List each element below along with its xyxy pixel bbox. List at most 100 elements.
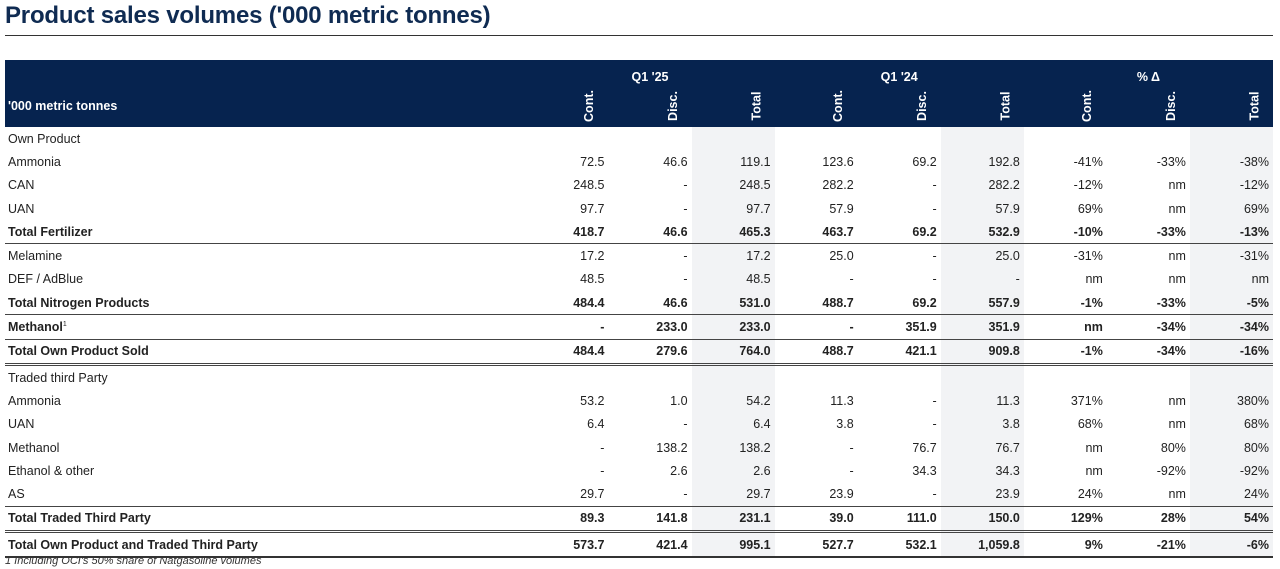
- value-cell: 488.7: [774, 338, 858, 365]
- row-label: Own Product: [5, 127, 525, 150]
- value-cell: 23.9: [829, 487, 854, 502]
- value-cell: -: [683, 417, 688, 432]
- value-cell: [1024, 127, 1107, 150]
- value-cell: 380%: [1189, 389, 1273, 413]
- value-cell: 6.4: [691, 412, 775, 436]
- row-label-text: Total Own Product Sold: [8, 344, 149, 359]
- value-cell: 6.4: [587, 417, 605, 432]
- subcolumn-header-label: Cont.: [830, 89, 845, 122]
- value-cell: 69.2: [912, 154, 937, 169]
- table-row: DEF / AdBlue 48.5-48.5- - - nm nm nm: [5, 267, 1273, 292]
- group-header-pct-change: % Δ: [1023, 60, 1273, 84]
- value-cell: 2.6: [670, 463, 688, 478]
- value-cell: [857, 362, 941, 390]
- value-cell: 123.6: [822, 154, 854, 169]
- value-cell: 68%: [1189, 412, 1273, 436]
- table-row: Total Own Product and Traded Third Party…: [5, 530, 1273, 559]
- row-label-text: Ethanol & other: [8, 463, 95, 478]
- value-cell: nm: [1168, 393, 1186, 408]
- row-label-text: Ammonia: [8, 154, 61, 169]
- value-cell: -: [932, 201, 937, 216]
- subcolumn-header-label: Disc.: [1163, 90, 1178, 121]
- row-label-text: Total Own Product and Traded Third Party: [8, 537, 258, 552]
- value-cell: 97.7: [691, 196, 775, 221]
- value-cell: [1107, 127, 1190, 150]
- value-cell: 76.7: [940, 435, 1024, 460]
- value-cell: 129%: [1023, 505, 1107, 532]
- value-cell: [940, 362, 1024, 390]
- table-row: UAN 97.7-97.7 57.9-57.9 69% nm 69%: [5, 196, 1273, 221]
- value-cell: 54%: [1189, 505, 1273, 532]
- row-label: Total Own Product Sold: [5, 338, 526, 365]
- value-cell: 138.2: [656, 440, 688, 455]
- value-cell: [1106, 362, 1190, 390]
- value-cell: -33%: [1156, 295, 1186, 310]
- value-cell: nm: [1168, 201, 1186, 216]
- page-title: Product sales volumes ('000 metric tonne…: [5, 2, 491, 29]
- value-cell: -12%: [1073, 178, 1103, 193]
- value-cell: 46.6: [663, 224, 688, 239]
- value-cell: 48.5: [691, 267, 775, 292]
- value-cell: 138.2: [691, 435, 775, 460]
- value-cell: nm: [1168, 487, 1186, 502]
- value-cell: [940, 127, 1024, 151]
- value-cell: nm: [1189, 267, 1273, 292]
- header-subcolumn-row: '000 metric tonnes Cont. Disc. Total Cont. D…: [5, 84, 1273, 127]
- row-label: Melamine: [5, 243, 526, 268]
- value-cell: 69%: [1189, 196, 1273, 221]
- subcolumn-header: Disc.: [608, 84, 692, 127]
- row-label: Traded third Party: [5, 362, 526, 390]
- value-cell: 3.8: [836, 417, 854, 432]
- value-cell: [691, 362, 775, 390]
- value-cell: [691, 127, 775, 151]
- value-cell: 57.9: [829, 201, 854, 216]
- value-cell: -21%: [1106, 530, 1190, 559]
- value-cell: -1%: [1080, 295, 1103, 310]
- value-cell: 53.2: [580, 393, 605, 408]
- value-cell: [525, 127, 608, 150]
- row-label: Total Own Product and Traded Third Party: [5, 530, 526, 559]
- subcolumn-header: Total: [1189, 84, 1273, 127]
- value-cell: [1189, 127, 1273, 151]
- section-header-row: Own Product: [5, 127, 1273, 151]
- row-label-text: CAN: [8, 178, 35, 193]
- value-cell: 233.0: [691, 314, 775, 340]
- table-row: AS 29.7-29.7 23.9-23.9 24% nm 24%: [5, 482, 1273, 507]
- value-cell: 573.7: [525, 530, 609, 559]
- value-cell: -34%: [1106, 338, 1190, 365]
- value-cell: 484.4: [525, 338, 609, 365]
- value-cell: 371%: [1070, 393, 1103, 408]
- value-cell: 39.0: [774, 505, 858, 532]
- value-cell: 909.8: [940, 338, 1024, 365]
- value-cell: 764.0: [691, 338, 775, 365]
- value-cell: 11.3: [830, 393, 854, 408]
- table-row: Ammonia 72.5 46.6 119.1 123.6 69.2 192.8 -41% -3…: [5, 150, 1273, 174]
- value-cell: 69.2: [912, 224, 937, 239]
- value-cell: 2.6: [691, 459, 775, 483]
- value-cell: [858, 127, 941, 150]
- value-cell: [608, 362, 692, 390]
- group-header-q1-25: Q1 '25: [525, 60, 775, 84]
- row-label-text: DEF / AdBlue: [8, 272, 84, 287]
- value-cell: 463.7: [822, 224, 854, 239]
- row-label-text: UAN: [8, 201, 35, 216]
- row-label: UAN: [5, 413, 525, 436]
- table-row: Melamine 17.2-17.2 25.0-25.0 -31% nm -31%: [5, 243, 1273, 268]
- value-cell: 25.0: [774, 243, 858, 268]
- subcolumn-header-label: Total: [749, 91, 764, 120]
- value-cell: 69.2: [912, 295, 937, 310]
- subcolumn-header: Cont.: [1023, 84, 1107, 127]
- value-cell: 231.1: [691, 505, 775, 532]
- value-cell: -31%: [1023, 243, 1107, 268]
- value-cell: 76.7: [912, 440, 937, 455]
- row-label: Ammonia: [5, 150, 525, 173]
- group-header-q1-24: Q1 '24: [774, 60, 1024, 84]
- table-row: Total Traded Third Party 89.3 141.8 231.1 39…: [5, 505, 1273, 532]
- value-cell: 248.5: [691, 173, 775, 197]
- value-cell: 421.1: [857, 338, 941, 365]
- value-cell: nm: [1085, 272, 1103, 287]
- value-cell: -: [525, 314, 609, 340]
- value-cell: -: [857, 243, 941, 268]
- value-cell: 192.8: [940, 150, 1024, 174]
- table-row: Ammonia 53.2 1.0 54.2 11.3-11.3 371% nm 380%: [5, 389, 1273, 413]
